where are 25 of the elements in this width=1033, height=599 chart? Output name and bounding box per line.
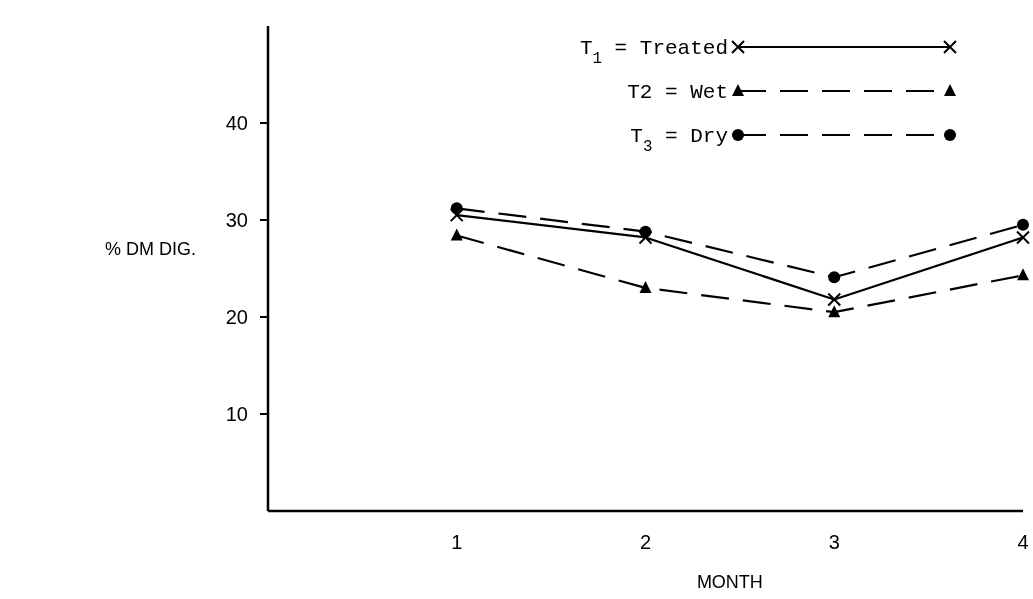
legend-label: T2 = Wet [627,81,728,105]
x-tick-label: 2 [639,531,652,553]
point [1016,230,1030,245]
legend-label: T$_{1}$ = Treated [579,37,728,69]
point [450,228,463,241]
x-tick-label: 1 [451,531,463,553]
y-tick-label: 30 [225,209,248,231]
point [639,280,652,293]
y-tick-label: 20 [225,306,248,328]
point [828,305,841,318]
point [638,230,653,245]
legend-label: T$_{3}$ = Dry [630,125,728,157]
point [1017,218,1029,231]
y-tick-label: 10 [225,403,248,425]
x-tick-label: 4 [1017,531,1029,553]
point [1017,268,1029,281]
y-tick-label: 40 [225,112,248,134]
y-axis-title: % DM DIG. [104,239,196,260]
x-axis-title: MONTH [696,572,763,592]
point [639,225,652,238]
point [827,292,842,307]
point [450,202,463,215]
point [449,208,464,223]
point [828,271,841,284]
x-tick-label: 3 [828,531,840,553]
